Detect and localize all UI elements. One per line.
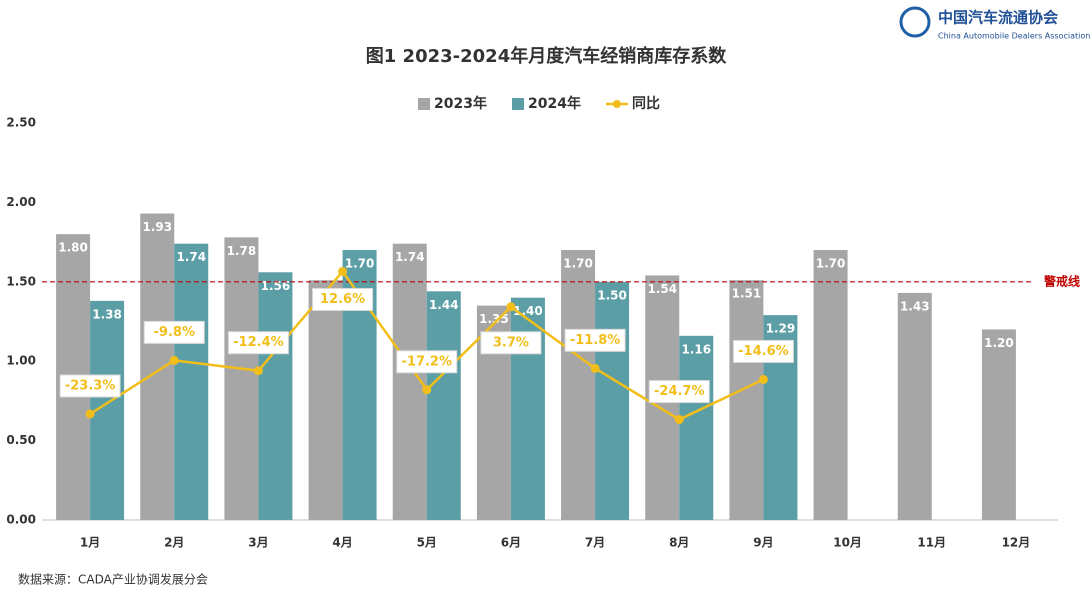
logo-name: 中国汽车流通协会 (938, 9, 1058, 27)
logo-english: China Automobile Dealers Association (938, 32, 1090, 41)
y-tick-label: 0.00 (6, 513, 36, 527)
y-tick-label: 1.50 (6, 274, 36, 288)
x-tick-label: 8月 (669, 536, 689, 550)
point (338, 266, 348, 276)
x-tick-label: 11月 (917, 536, 946, 550)
bar (561, 250, 596, 521)
point (422, 385, 432, 395)
data-label: 1.54 (647, 282, 677, 296)
data-label: -24.7% (654, 384, 705, 399)
data-label: 1.44 (429, 298, 459, 312)
bar (426, 291, 461, 520)
data-label: 1.70 (345, 257, 375, 271)
label-box (227, 331, 289, 355)
data-label: -23.3% (65, 379, 116, 394)
legend-swatch (418, 98, 430, 110)
bar (308, 280, 343, 520)
label-box (312, 287, 374, 311)
data-label: 1.16 (681, 342, 711, 356)
data-label: -14.6% (738, 344, 789, 359)
bar (258, 272, 293, 520)
label-box (732, 339, 794, 363)
x-tick-label: 9月 (753, 536, 773, 550)
data-label: -9.8% (154, 325, 195, 340)
x-tick-label: 3月 (248, 536, 268, 550)
point (85, 409, 95, 419)
data-label: 12.6% (320, 292, 365, 307)
x-tick-label: 2月 (164, 536, 184, 550)
source: 数据来源：CADA产业协调发展分会 (18, 572, 208, 587)
y-tick-label: 1.00 (6, 354, 36, 368)
data-label: -11.8% (570, 333, 621, 348)
data-label: 1.80 (58, 241, 88, 255)
x-tick-label: 12月 (1002, 536, 1031, 550)
bar (224, 237, 259, 520)
legend-label: 2024年 (528, 95, 581, 112)
bar (510, 297, 545, 520)
y-tick-label: 0.50 (6, 433, 36, 447)
data-label: 1.43 (900, 299, 930, 313)
data-label: 1.74 (176, 250, 206, 264)
x-tick-label: 5月 (417, 536, 437, 550)
data-label: 1.70 (816, 257, 846, 271)
x-tick-label: 7月 (585, 536, 605, 550)
point (506, 302, 516, 312)
data-label: 1.74 (395, 250, 425, 264)
bar (595, 281, 630, 520)
point (169, 355, 179, 365)
data-label: 1.93 (142, 220, 172, 234)
data-label: -17.2% (402, 354, 453, 369)
x-tick-label: 6月 (501, 536, 521, 550)
data-label: 1.70 (563, 257, 593, 271)
bar (140, 213, 175, 521)
bar (679, 335, 714, 520)
data-label: 1.29 (766, 322, 796, 336)
legend-swatch (512, 98, 524, 110)
label-box (564, 328, 626, 352)
label-box (143, 320, 205, 344)
legend-label: 2023年 (434, 95, 487, 112)
data-label: 1.78 (227, 244, 257, 258)
y-tick-label: 2.00 (6, 195, 36, 209)
bar (981, 329, 1016, 520)
bar (813, 250, 848, 521)
label-box (59, 374, 121, 398)
data-label: 1.20 (984, 336, 1014, 350)
data-label: 1.56 (261, 279, 291, 293)
bar (174, 243, 209, 521)
point (674, 415, 684, 425)
label-box (648, 380, 710, 404)
label-box (396, 350, 458, 374)
data-label: 3.7% (493, 335, 529, 350)
x-tick-label: 10月 (833, 536, 862, 550)
x-tick-label: 1月 (80, 536, 100, 550)
data-label: 1.38 (92, 307, 122, 321)
bar (729, 280, 764, 520)
data-label: 1.50 (597, 288, 627, 302)
x-tick-label: 4月 (332, 536, 352, 550)
reference-label: 警戒线 (1043, 273, 1080, 288)
legend-swatch (613, 100, 621, 108)
logo-mark (899, 6, 931, 38)
point (253, 366, 263, 376)
data-label: -12.4% (233, 335, 284, 350)
chart-title: 图1 2023-2024年月度汽车经销商库存系数 (366, 45, 727, 67)
point (590, 363, 600, 373)
point (758, 374, 768, 384)
y-tick-label: 2.50 (6, 116, 36, 130)
bar (897, 292, 932, 520)
data-label: 1.51 (732, 287, 762, 301)
label-box (480, 331, 542, 355)
legend-label: 同比 (632, 95, 660, 112)
